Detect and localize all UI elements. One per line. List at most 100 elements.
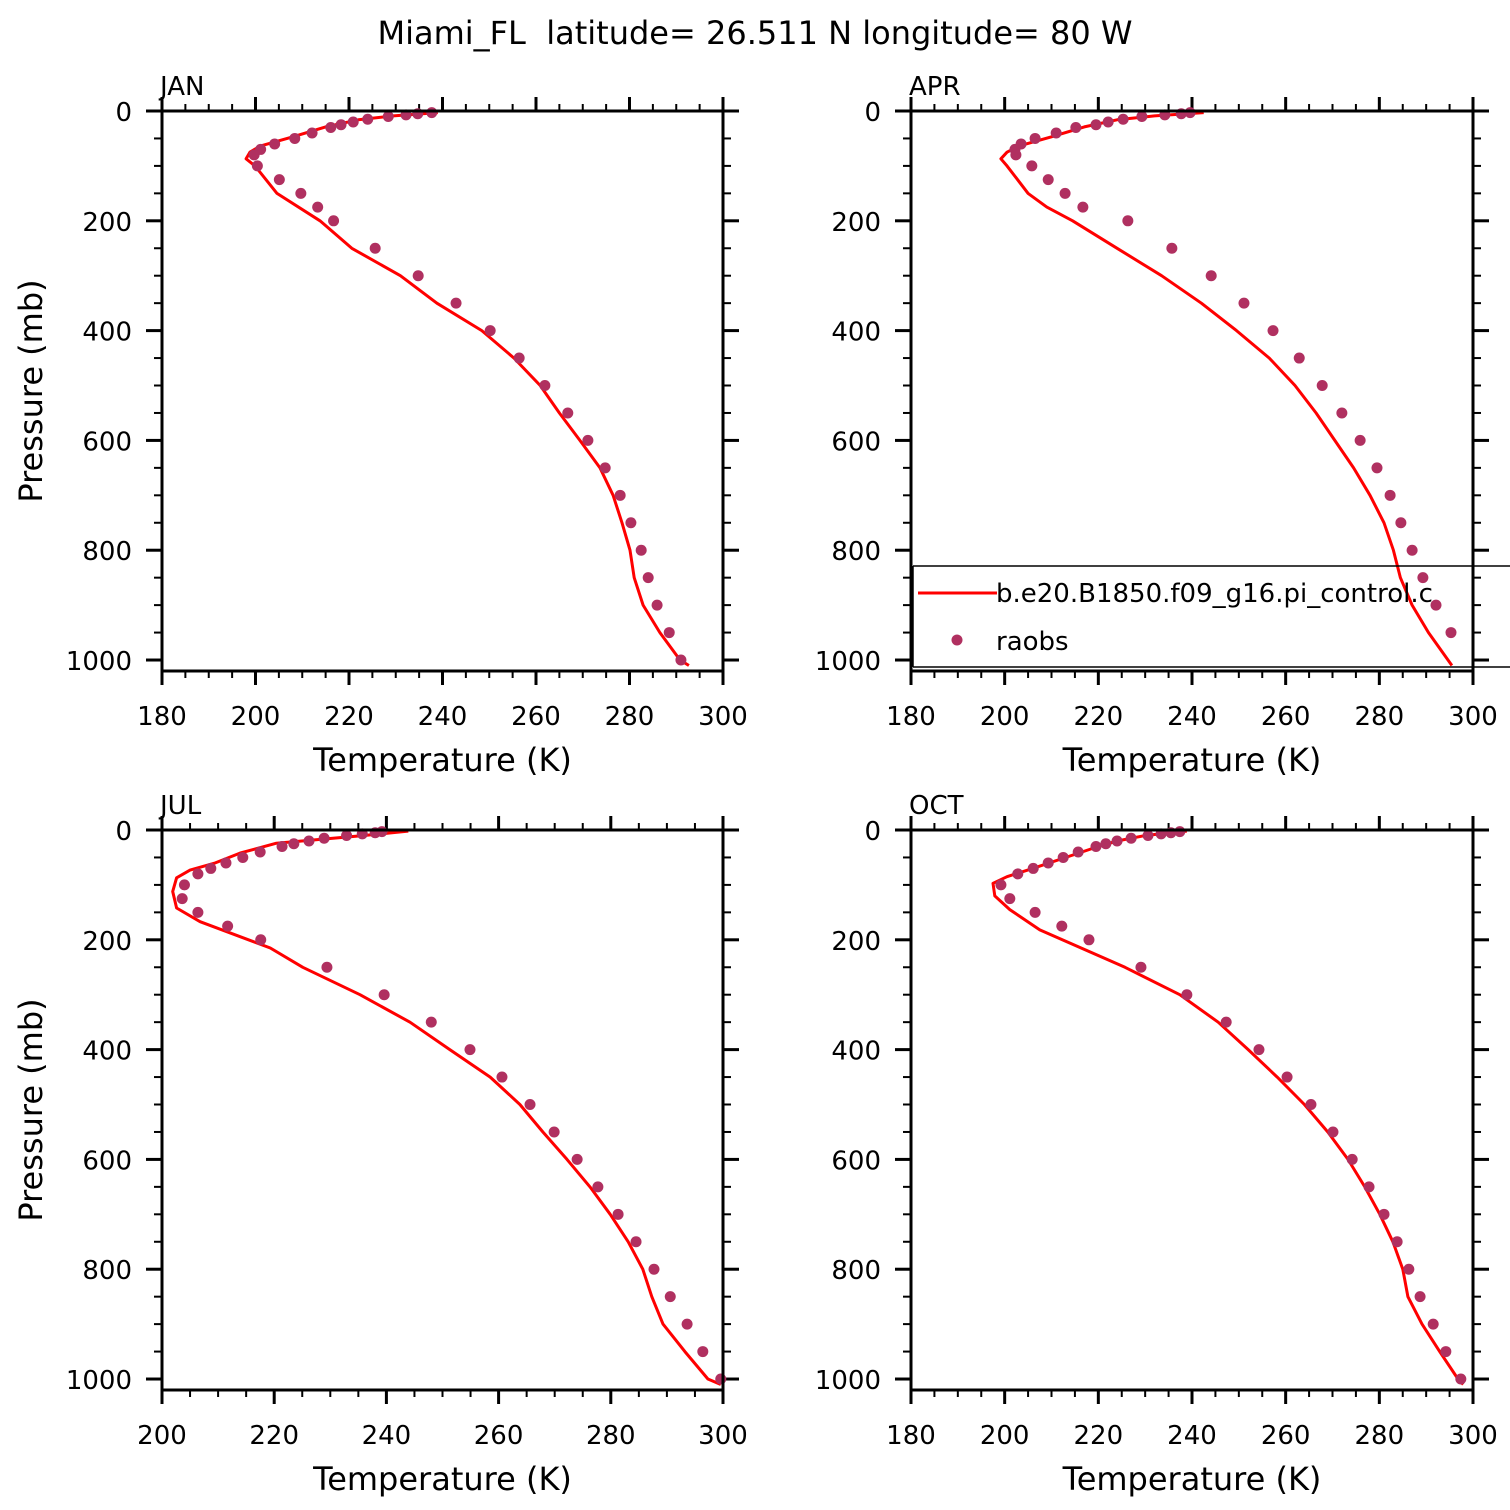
x-tick-label: 260 (1261, 1421, 1311, 1451)
raobs-point (1042, 857, 1054, 869)
raobs-point (1056, 920, 1068, 932)
raobs-point (1166, 242, 1178, 254)
raobs-point (1102, 116, 1114, 128)
raobs-point (450, 297, 462, 309)
raobs-point (1363, 1181, 1375, 1193)
legend-label-raobs: raobs (996, 627, 1069, 657)
raobs-point (1440, 1346, 1452, 1358)
y-tick-label: 800 (82, 1256, 132, 1286)
raobs-point (369, 242, 381, 254)
raobs-point (1391, 1236, 1403, 1248)
raobs-point (1117, 113, 1129, 125)
y-tick-label: 600 (831, 1146, 881, 1176)
panel-jul: JUL 200 220 240 260 280 300 0 200 400 600 800 1000 Te… (12, 791, 748, 1498)
y-tick-label: 600 (831, 427, 881, 457)
raobs-point (524, 1099, 536, 1111)
raobs-point (1029, 906, 1041, 918)
panel-label: APR (909, 72, 961, 102)
raobs-point (548, 1126, 560, 1138)
raobs-point (1354, 434, 1366, 446)
y-axis-label: Pressure (mb) (12, 279, 50, 502)
raobs-point (1136, 110, 1148, 122)
y-tick-label: 600 (82, 1146, 132, 1176)
raobs-point (328, 215, 340, 227)
raobs-point (269, 138, 281, 150)
raobs-point (1070, 121, 1082, 133)
raobs-point (562, 407, 574, 419)
x-tick-label: 280 (586, 1421, 636, 1451)
x-tick-label: 300 (1448, 702, 1498, 732)
raobs-point (426, 107, 438, 119)
raobs-point (251, 160, 263, 172)
raobs-point (675, 654, 687, 666)
raobs-point (625, 517, 637, 529)
y-tick-label: 1000 (815, 1366, 881, 1396)
model-line (991, 829, 1465, 1386)
x-tick-label: 280 (1355, 1421, 1405, 1451)
x-tick-label: 240 (418, 702, 468, 732)
raobs-point (378, 989, 390, 1001)
raobs-point (341, 829, 353, 841)
raobs-point (642, 572, 654, 584)
raobs-point (303, 835, 315, 847)
raobs-point (1100, 838, 1112, 850)
raobs-point (1083, 934, 1095, 946)
y-tick-label: 200 (82, 208, 132, 238)
raobs-point (306, 127, 318, 139)
raobs-point (321, 961, 333, 973)
x-tick-label: 260 (511, 702, 561, 732)
y-tick-label: 400 (82, 318, 132, 348)
raobs-point (288, 838, 300, 850)
raobs-point (1267, 325, 1279, 337)
plot-frame (160, 109, 725, 673)
raobs-point (484, 325, 496, 337)
raobs-point (612, 1208, 624, 1220)
panel-jan: JAN 180 200 220 240 260 280 300 0 200 400 600 800 100… (12, 72, 748, 779)
x-tick-label: 220 (249, 1421, 299, 1451)
raobs-point (178, 879, 190, 891)
x-tick-label: 240 (362, 1421, 412, 1451)
raobs-point (1135, 961, 1147, 973)
raobs-point (571, 1153, 583, 1165)
raobs-point (1327, 1126, 1339, 1138)
raobs-point (664, 1291, 676, 1303)
raobs-point (1406, 544, 1418, 556)
x-tick-label: 240 (1167, 702, 1217, 732)
raobs-point (1417, 572, 1429, 584)
raobs-point (1090, 840, 1102, 852)
panel-label: OCT (909, 791, 964, 821)
raobs-point (318, 832, 330, 844)
raobs-point (222, 920, 234, 932)
x-tick-label: 300 (698, 702, 748, 732)
y-tick-label: 200 (82, 927, 132, 957)
y-tick-label: 800 (831, 537, 881, 567)
x-tick-label: 240 (1167, 1421, 1217, 1451)
raobs-point (192, 868, 204, 880)
raobs-point (1445, 627, 1457, 639)
raobs-point (995, 879, 1007, 891)
plot-frame (909, 828, 1475, 1392)
raobs-point (248, 149, 260, 161)
x-tick-label: 200 (980, 1421, 1030, 1451)
y-tick-label: 800 (82, 537, 132, 567)
raobs-point (1027, 862, 1039, 874)
raobs-point (1238, 297, 1250, 309)
y-tick-label: 600 (82, 427, 132, 457)
raobs-point (582, 434, 594, 446)
y-tick-label: 400 (82, 1037, 132, 1067)
raobs-point (651, 599, 663, 611)
raobs-point (1111, 835, 1123, 847)
raobs-point (1316, 380, 1328, 392)
raobs-point (1253, 1044, 1265, 1056)
model-line (244, 111, 690, 667)
raobs-point (1455, 1373, 1467, 1385)
raobs-point (295, 187, 307, 199)
raobs-point (1122, 215, 1134, 227)
raobs-point (1403, 1263, 1415, 1275)
raobs-point (663, 627, 675, 639)
x-tick-label: 280 (605, 702, 655, 732)
raobs-point (592, 1181, 604, 1193)
panel-oct: OCT 180 200 220 240 260 280 300 0 200 400 600 800 100… (815, 791, 1498, 1498)
raobs-point (425, 1016, 437, 1028)
raobs-point (1050, 127, 1062, 139)
